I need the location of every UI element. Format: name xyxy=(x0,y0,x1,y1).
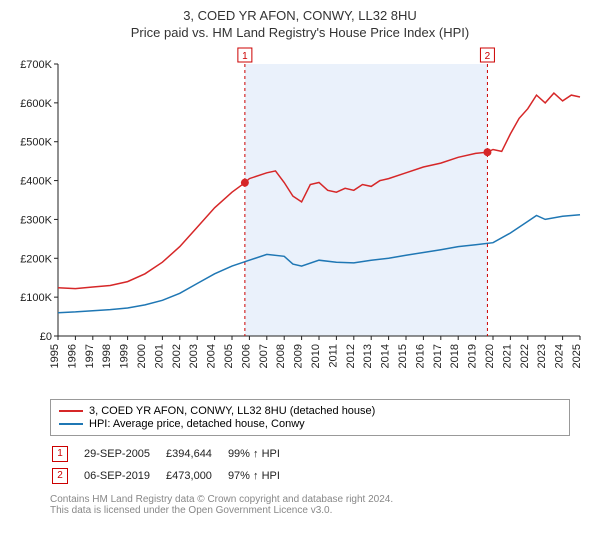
legend: 3, COED YR AFON, CONWY, LL32 8HU (detach… xyxy=(50,399,570,436)
x-tick-label: 2012 xyxy=(345,344,357,368)
chart-area: £0 £100K £200K £300K £400K £500K £600K £700K 199… xyxy=(10,46,590,391)
chart-container: 3, COED YR AFON, CONWY, LL32 8HU Price p… xyxy=(0,0,600,560)
x-tick-label: 2014 xyxy=(380,344,392,368)
x-tick-label: 2020 xyxy=(484,344,496,368)
marker-badge-label: 2 xyxy=(485,51,491,62)
y-tick-label: £200K xyxy=(20,253,52,265)
chart-title: 3, COED YR AFON, CONWY, LL32 8HU xyxy=(10,8,590,23)
marker-pct: 97% ↑ HPI xyxy=(228,466,294,486)
x-tick-label: 2018 xyxy=(449,344,461,368)
x-tick-label: 1998 xyxy=(101,344,113,368)
legend-swatch xyxy=(59,423,83,425)
up-arrow-icon: ↑ xyxy=(253,470,259,482)
x-tick-label: 1999 xyxy=(119,344,131,368)
legend-item: HPI: Average price, detached house, Conw… xyxy=(59,418,561,430)
marker-badge: 1 xyxy=(52,446,68,462)
marker-date: 29-SEP-2005 xyxy=(84,444,164,464)
y-tick-label: £600K xyxy=(20,98,52,110)
table-row: 1 29-SEP-2005 £394,644 99% ↑ HPI xyxy=(52,444,294,464)
x-tick-label: 2013 xyxy=(362,344,374,368)
x-tick-label: 2003 xyxy=(188,344,200,368)
y-tick-label: £300K xyxy=(20,214,52,226)
x-tick-label: 2022 xyxy=(519,344,531,368)
x-tick-label: 2023 xyxy=(536,344,548,368)
x-tick-label: 1995 xyxy=(49,344,61,368)
footnote-line: Contains HM Land Registry data © Crown c… xyxy=(50,494,570,505)
marker-pct: 99% ↑ HPI xyxy=(228,444,294,464)
marker-price: £473,000 xyxy=(166,466,226,486)
x-tick-label: 2007 xyxy=(258,344,270,368)
x-tick-label: 2001 xyxy=(153,344,165,368)
x-tick-label: 2021 xyxy=(501,344,513,368)
shaded-region xyxy=(245,64,488,336)
x-tick-label: 2004 xyxy=(206,344,218,368)
x-tick-label: 2011 xyxy=(327,344,339,368)
x-tick-label: 2019 xyxy=(467,344,479,368)
y-tick-label: £100K xyxy=(20,292,52,304)
legend-label: 3, COED YR AFON, CONWY, LL32 8HU (detach… xyxy=(89,405,375,417)
legend-label: HPI: Average price, detached house, Conw… xyxy=(89,418,305,430)
footnote-line: This data is licensed under the Open Gov… xyxy=(50,505,570,516)
chart-subtitle: Price paid vs. HM Land Registry's House … xyxy=(10,25,590,40)
x-tick-label: 2024 xyxy=(554,344,566,368)
line-chart-svg: £0 £100K £200K £300K £400K £500K £600K £700K 199… xyxy=(10,46,590,391)
table-row: 2 06-SEP-2019 £473,000 97% ↑ HPI xyxy=(52,466,294,486)
x-tick-label: 1996 xyxy=(66,344,78,368)
x-tick-label: 2010 xyxy=(310,344,322,368)
legend-swatch xyxy=(59,410,83,412)
x-tick-label: 2006 xyxy=(240,344,252,368)
x-tick-label: 2008 xyxy=(275,344,287,368)
x-tick-label: 2015 xyxy=(397,344,409,368)
marker-date: 06-SEP-2019 xyxy=(84,466,164,486)
y-tick-label: £400K xyxy=(20,176,52,188)
x-tick-label: 2005 xyxy=(223,344,235,368)
x-tick-label: 2002 xyxy=(171,344,183,368)
footnote: Contains HM Land Registry data © Crown c… xyxy=(50,494,570,516)
marker-badge-label: 1 xyxy=(242,51,248,62)
x-tick-label: 2017 xyxy=(432,344,444,368)
y-tick-label: £500K xyxy=(20,137,52,149)
marker-price: £394,644 xyxy=(166,444,226,464)
y-tick-label: £0 xyxy=(40,331,52,343)
legend-item: 3, COED YR AFON, CONWY, LL32 8HU (detach… xyxy=(59,405,561,417)
x-tick-label: 2025 xyxy=(571,344,583,368)
y-tick-label: £700K xyxy=(20,59,52,71)
x-tick-label: 2009 xyxy=(293,344,305,368)
marker-table: 1 29-SEP-2005 £394,644 99% ↑ HPI 2 06-SE… xyxy=(50,442,296,488)
x-tick-label: 1997 xyxy=(84,344,96,368)
marker-badge: 2 xyxy=(52,468,68,484)
up-arrow-icon: ↑ xyxy=(253,448,259,460)
x-tick-label: 2000 xyxy=(136,344,148,368)
x-tick-label: 2016 xyxy=(414,344,426,368)
